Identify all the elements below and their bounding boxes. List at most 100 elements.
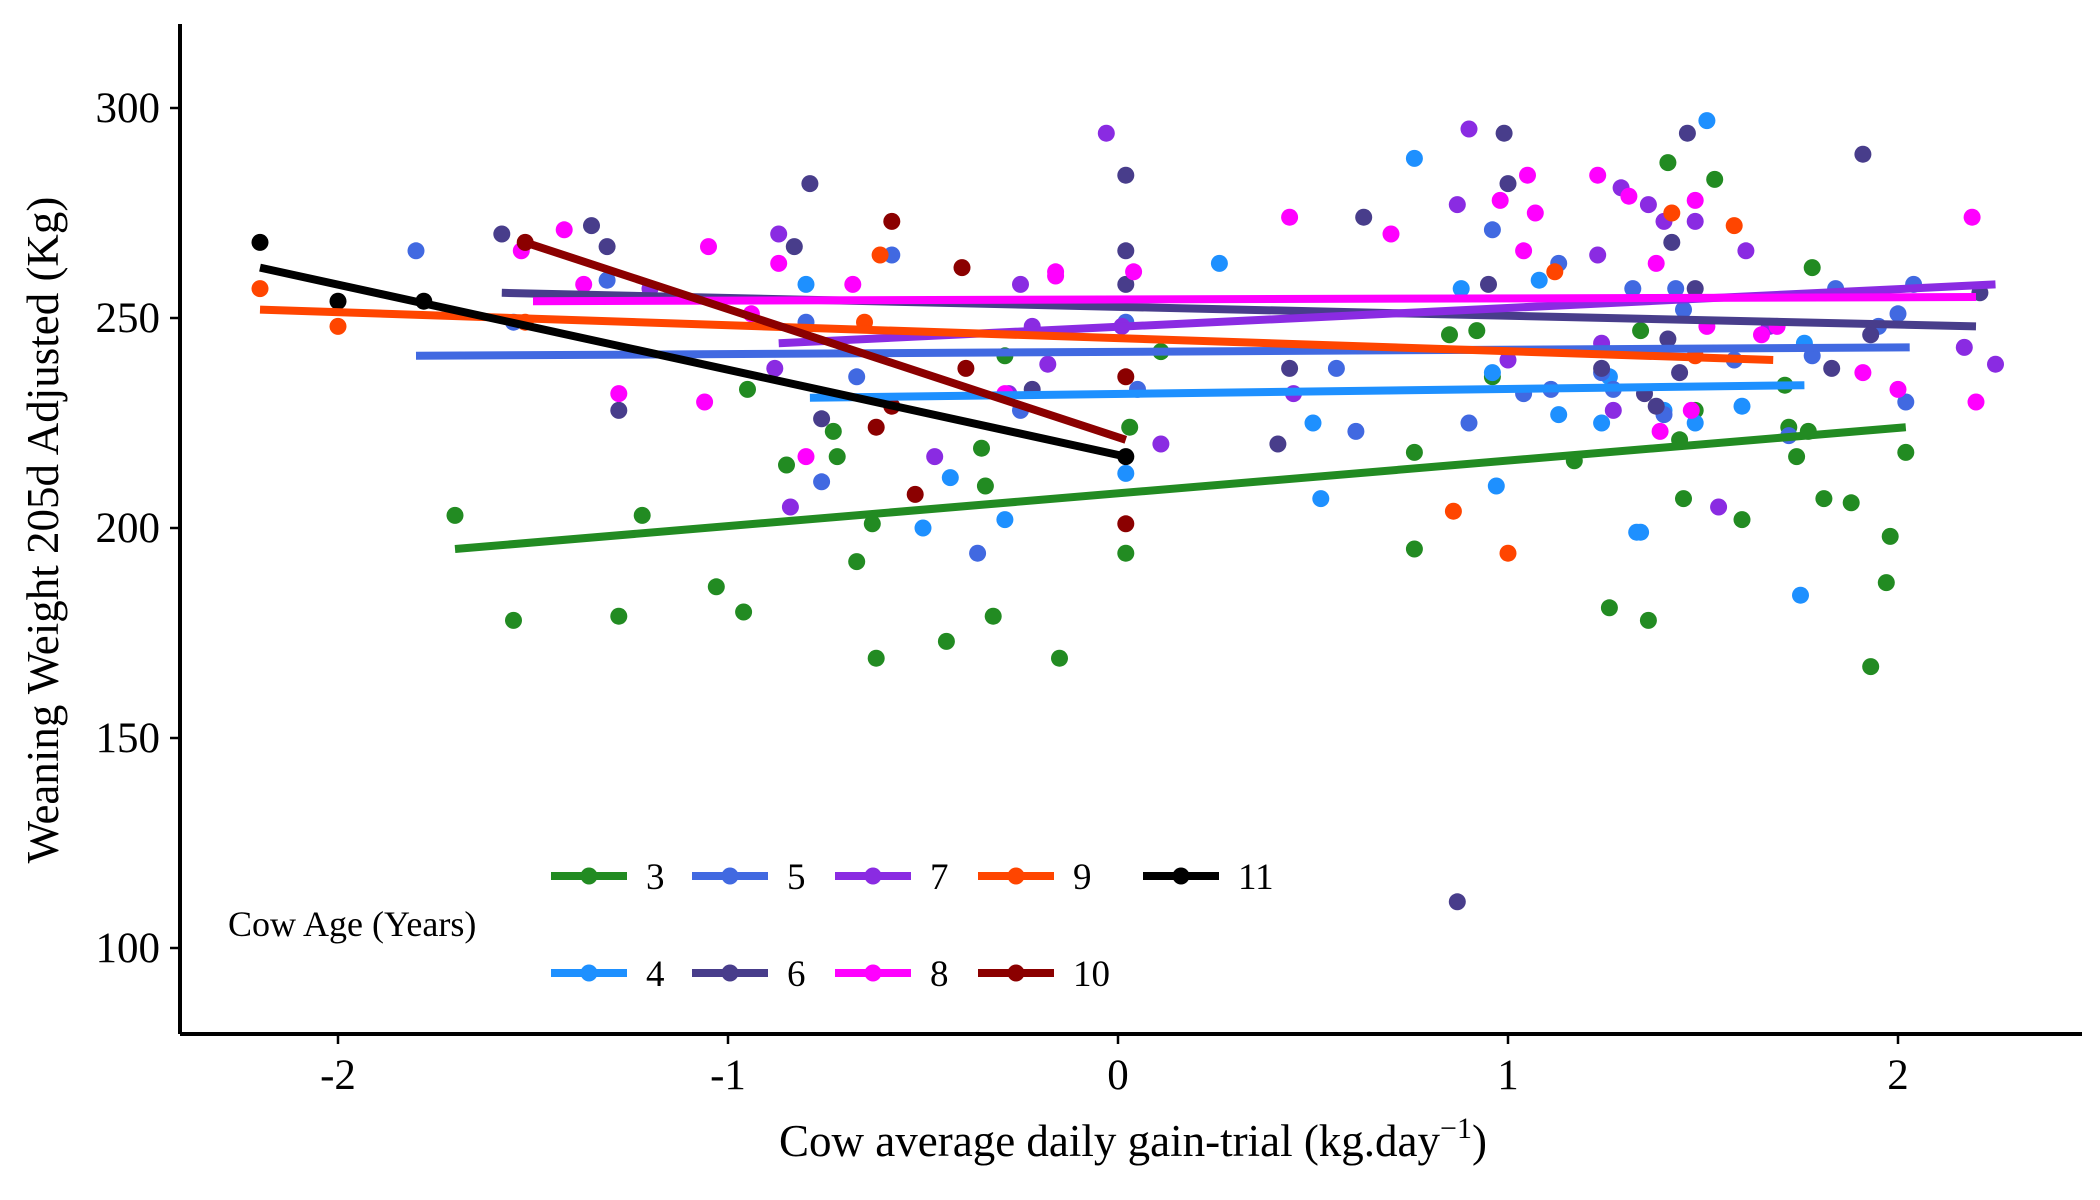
data-point bbox=[1671, 364, 1689, 382]
data-point bbox=[1355, 208, 1373, 226]
data-point bbox=[1987, 355, 2004, 373]
data-point bbox=[1327, 359, 1345, 377]
data-point bbox=[1663, 204, 1681, 222]
data-point bbox=[329, 292, 347, 310]
data-point bbox=[813, 473, 831, 491]
data-point bbox=[1792, 586, 1809, 604]
data-point bbox=[797, 448, 815, 466]
data-point bbox=[1405, 540, 1423, 558]
data-point bbox=[828, 448, 846, 466]
fit-line-11 bbox=[259, 263, 1127, 461]
data-point bbox=[1281, 208, 1299, 226]
data-point bbox=[937, 632, 955, 650]
data-point bbox=[1480, 275, 1497, 293]
data-point bbox=[1039, 355, 1057, 373]
data-point bbox=[1675, 490, 1692, 508]
legend-label-7: 7 bbox=[930, 857, 949, 898]
data-point bbox=[1706, 170, 1724, 188]
data-point bbox=[251, 280, 269, 298]
data-point bbox=[1815, 490, 1833, 508]
data-point bbox=[251, 233, 269, 251]
legend-label-6: 6 bbox=[787, 954, 806, 995]
data-point bbox=[883, 246, 901, 264]
legend-key-4: 4 bbox=[551, 954, 665, 995]
series-points-9 bbox=[251, 204, 1743, 562]
data-point bbox=[1448, 893, 1466, 911]
x-axis-title-superscript: −1 bbox=[1440, 1112, 1472, 1145]
data-point bbox=[941, 469, 959, 487]
data-point bbox=[1897, 393, 1915, 411]
series-points-3 bbox=[446, 154, 1915, 676]
data-point bbox=[1304, 414, 1322, 432]
ticks: -2 -1 0 1 2 100 150 200 250 300 bbox=[96, 85, 1909, 1099]
legend-key-9: 9 bbox=[978, 857, 1092, 898]
data-point bbox=[1678, 124, 1696, 142]
data-point bbox=[1452, 280, 1470, 298]
data-point bbox=[1405, 443, 1423, 461]
data-point bbox=[696, 393, 714, 411]
data-point bbox=[1889, 380, 1907, 398]
data-point bbox=[1125, 263, 1143, 281]
data-point bbox=[1733, 397, 1751, 415]
data-point bbox=[1499, 351, 1517, 369]
data-point bbox=[555, 221, 573, 239]
legend-swatch-point bbox=[864, 867, 882, 885]
data-point bbox=[957, 359, 975, 377]
data-point bbox=[1448, 196, 1466, 214]
data-point bbox=[1686, 212, 1704, 230]
data-point bbox=[867, 649, 885, 667]
data-point bbox=[633, 506, 651, 524]
data-point bbox=[914, 519, 932, 537]
data-point bbox=[1051, 649, 1068, 667]
data-point bbox=[1686, 191, 1704, 209]
data-point bbox=[953, 259, 971, 277]
legend-key-11: 11 bbox=[1143, 857, 1274, 898]
data-point bbox=[610, 385, 628, 403]
data-point bbox=[1647, 397, 1665, 415]
data-point bbox=[871, 246, 889, 264]
data-point bbox=[1519, 166, 1536, 184]
data-point bbox=[863, 515, 881, 533]
data-point bbox=[781, 498, 799, 516]
legend-key-8: 8 bbox=[835, 954, 949, 995]
legend-label-8: 8 bbox=[930, 954, 949, 995]
data-point bbox=[1047, 267, 1065, 285]
x-tick-label: -2 bbox=[320, 1052, 356, 1099]
legend-swatch-point bbox=[721, 867, 739, 885]
data-point bbox=[969, 544, 987, 562]
legend-label-11: 11 bbox=[1238, 857, 1274, 898]
legend-swatch-point bbox=[721, 964, 739, 982]
data-point bbox=[1012, 275, 1029, 293]
legend-swatch-point bbox=[1007, 867, 1025, 885]
data-point bbox=[1889, 305, 1907, 323]
x-axis-title: Cow average daily gain-trial (kg.day−1) bbox=[779, 1112, 1487, 1166]
data-point bbox=[1382, 225, 1400, 243]
legend-key-7: 7 bbox=[835, 857, 949, 898]
data-point bbox=[1600, 599, 1618, 617]
data-point bbox=[1682, 401, 1700, 419]
x-axis-title-close: ) bbox=[1472, 1116, 1487, 1166]
y-axis-title: Weaning Weight 205d Adjusted (Kg) bbox=[18, 197, 68, 864]
data-point bbox=[1639, 611, 1657, 629]
data-point bbox=[797, 275, 815, 293]
y-tick-label: 300 bbox=[96, 85, 161, 132]
data-point bbox=[1710, 498, 1728, 516]
x-tick-label: 1 bbox=[1497, 1052, 1519, 1099]
data-point bbox=[770, 254, 788, 272]
data-point bbox=[1753, 326, 1770, 344]
data-point bbox=[1117, 166, 1135, 184]
data-point bbox=[1897, 443, 1915, 461]
data-point bbox=[1675, 301, 1692, 319]
data-point bbox=[1854, 145, 1872, 163]
data-point bbox=[1483, 221, 1501, 239]
data-point bbox=[407, 242, 425, 260]
x-axis-title-main: Cow average daily gain-trial (kg.day bbox=[779, 1116, 1441, 1166]
data-point bbox=[1441, 326, 1458, 344]
data-point bbox=[598, 238, 616, 256]
data-point bbox=[1483, 364, 1501, 382]
data-point bbox=[1526, 204, 1544, 222]
legend-key-6: 6 bbox=[692, 954, 806, 995]
data-point bbox=[1550, 406, 1568, 424]
legend: Cow Age (Years) 3 4 5 6 7 8 9 10 11 bbox=[228, 857, 1274, 995]
legend-label-3: 3 bbox=[646, 857, 665, 898]
